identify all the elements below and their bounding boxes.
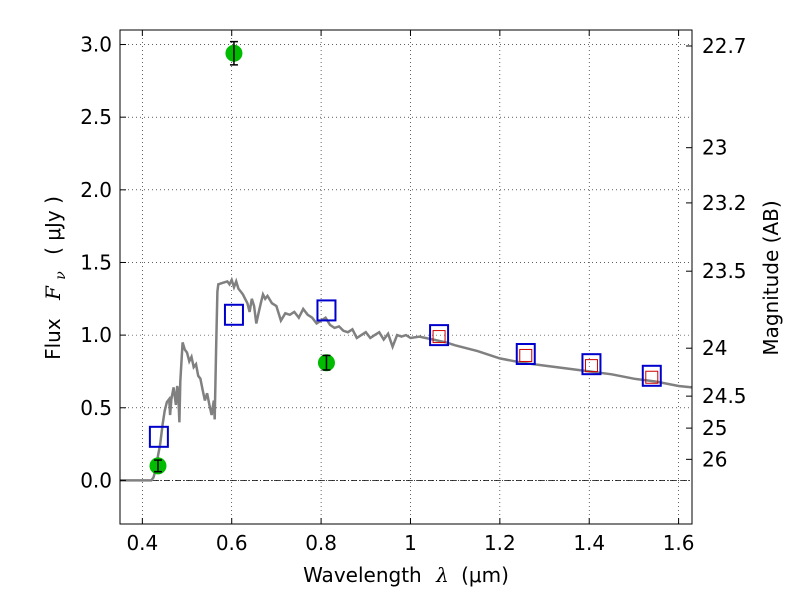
y2-tick-label: 23.5 <box>702 259 747 283</box>
y2-tick-label: 24 <box>702 336 727 360</box>
y2-tick-label: 24.5 <box>702 384 747 408</box>
model-photometry-marker <box>641 364 662 387</box>
y-axis-label: Flux F ν ( μJy ) <box>41 196 70 360</box>
plot-area <box>120 40 693 482</box>
model-photometry-alt-marker <box>645 370 659 384</box>
y2-tick-label: 22.7 <box>702 34 747 58</box>
y2-tick-label: 25 <box>702 416 727 440</box>
axis-ticks: 0.4 0.6 0.8 1 1.2 1.4 1.6 0.0 0.5 1.0 1.5 2.0 2.5 3.0… <box>80 30 747 555</box>
axes-frame <box>119 29 693 525</box>
y-tick-label: 1.5 <box>80 250 112 274</box>
y-axis-label-prefix: Flux <box>41 318 65 360</box>
x-tick-label: 1.2 <box>484 531 516 555</box>
x-tick-label: 1.4 <box>573 531 605 555</box>
model-photometry-alt-marker <box>432 330 446 344</box>
model-photometry-alt-marker <box>519 348 533 362</box>
model-photometry-marker <box>429 324 450 347</box>
x-axis-label-lambda: λ <box>435 563 449 587</box>
x-tick-label: 0.4 <box>126 531 158 555</box>
x-tick-label: 0.6 <box>216 531 248 555</box>
model-photometry-marker <box>515 343 536 366</box>
x-tick-label: 1.6 <box>663 531 695 555</box>
y2-tick-label: 23.2 <box>702 191 747 215</box>
y-tick-label: 2.5 <box>80 105 112 129</box>
model-sed-line <box>120 276 693 482</box>
x-tick-label: 1 <box>404 531 417 555</box>
y2-tick-label: 23 <box>702 136 727 160</box>
y-tick-label: 0.0 <box>80 468 112 492</box>
x-axis-label-unit: (μm) <box>461 563 509 587</box>
x-axis-label: Wavelength λ (μm) <box>303 563 509 587</box>
y2-tick-label: 26 <box>702 447 727 471</box>
x-axis-label-prefix: Wavelength <box>303 563 422 587</box>
y-tick-label: 2.0 <box>80 178 112 202</box>
y-axis-label-sub: ν <box>53 271 69 280</box>
model-photometry-marker <box>148 425 169 448</box>
y-tick-label: 0.5 <box>80 396 112 420</box>
model-photometry-marker <box>581 353 602 376</box>
y-axis-label-symbol: F <box>41 285 65 301</box>
y2-axis-label: Magnitude (AB) <box>759 200 783 355</box>
model-photometry-alt-marker <box>584 359 598 373</box>
y-axis-label-unit: ( μJy ) <box>41 196 65 255</box>
model-photometry-marker <box>223 303 244 326</box>
y-tick-label: 3.0 <box>80 33 112 57</box>
model-photometry-marker <box>316 299 337 322</box>
y-tick-label: 1.0 <box>80 323 112 347</box>
x-tick-label: 0.8 <box>305 531 337 555</box>
markers <box>148 40 662 475</box>
